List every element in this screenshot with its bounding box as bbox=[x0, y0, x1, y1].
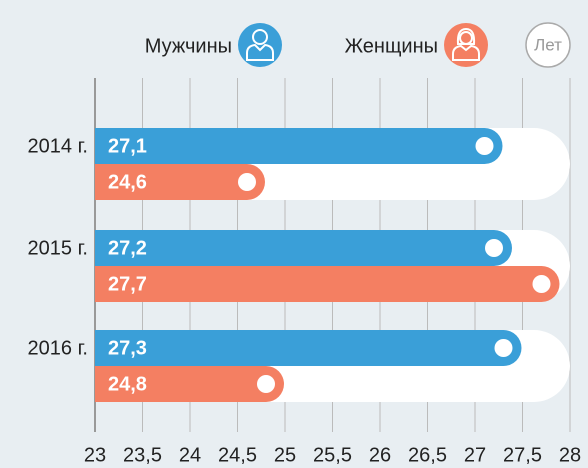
legend-label: Женщины bbox=[345, 35, 438, 57]
bar-end-marker bbox=[257, 375, 275, 393]
x-tick-label: 25 bbox=[274, 444, 296, 466]
bar bbox=[95, 128, 503, 164]
female-icon bbox=[452, 27, 480, 61]
category-label: 2014 г. bbox=[28, 135, 88, 157]
x-tick-label: 27 bbox=[464, 444, 486, 466]
x-tick-label: 24 bbox=[179, 444, 201, 466]
value-label: 27,3 bbox=[108, 337, 147, 359]
bar bbox=[95, 366, 284, 402]
x-tick-label: 26,5 bbox=[408, 444, 447, 466]
x-tick-label: 25,5 bbox=[313, 444, 352, 466]
value-label: 27,2 bbox=[108, 237, 147, 259]
value-label: 24,6 bbox=[108, 171, 147, 193]
plot: 27,1 24,6 27,2 27,7 27,3 24,8 bbox=[95, 128, 570, 402]
bar-end-marker bbox=[485, 239, 503, 257]
category-label: 2015 г. bbox=[28, 237, 88, 259]
x-tick-label: 26 bbox=[369, 444, 391, 466]
male-icon bbox=[246, 29, 274, 61]
category-label: 2016 г. bbox=[28, 337, 88, 359]
x-tick-label: 23 bbox=[84, 444, 106, 466]
bar bbox=[95, 230, 512, 266]
bar-end-marker bbox=[494, 339, 513, 357]
x-tick-label: 23,5 bbox=[123, 444, 162, 466]
value-label: 27,1 bbox=[108, 135, 147, 157]
bar bbox=[95, 164, 265, 200]
legend: Мужчины Женщины Лет bbox=[145, 22, 571, 68]
x-tick-label: 24,5 bbox=[218, 444, 257, 466]
bar bbox=[95, 330, 522, 366]
bar-end-marker bbox=[532, 275, 551, 293]
value-label: 27,7 bbox=[108, 273, 147, 295]
unit-label: Лет bbox=[534, 35, 562, 54]
unit-icon bbox=[525, 22, 571, 68]
legend-label: Мужчины bbox=[145, 35, 232, 57]
bar-end-marker bbox=[238, 173, 256, 191]
value-label: 24,8 bbox=[108, 373, 147, 395]
x-tick-label: 28 bbox=[559, 444, 581, 466]
bar-end-marker bbox=[475, 137, 494, 155]
x-tick-label: 27,5 bbox=[503, 444, 542, 466]
bar bbox=[95, 266, 560, 302]
